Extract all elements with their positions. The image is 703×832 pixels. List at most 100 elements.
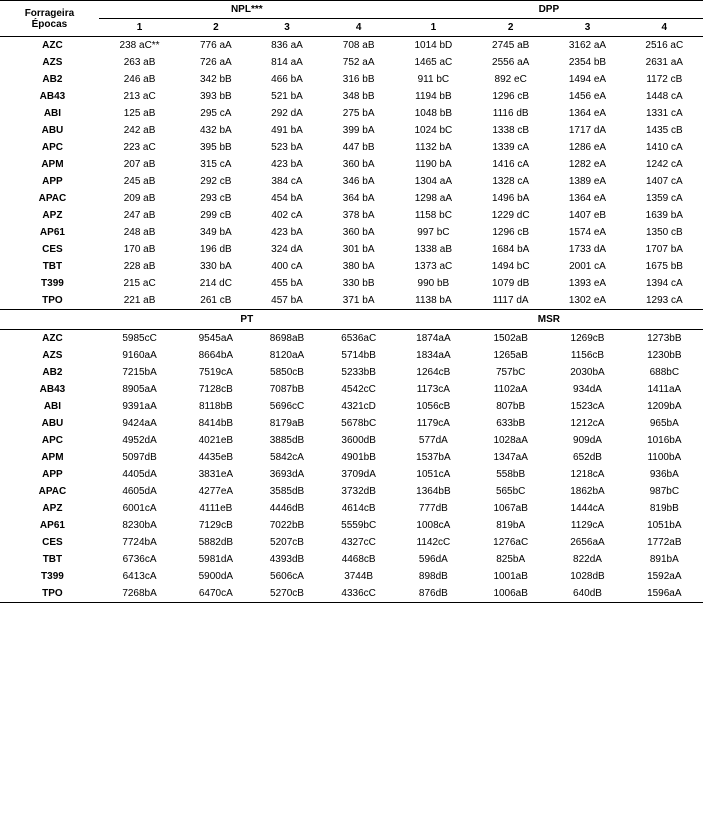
- cell-dpp: 1684 bA: [472, 241, 549, 258]
- cell-npl: 301 bA: [323, 241, 395, 258]
- row-label: ABU: [0, 122, 99, 139]
- cell-msr: 1347aA: [472, 449, 549, 466]
- cell-pt: 8230bA: [99, 517, 180, 534]
- cell-npl: 432 bA: [180, 122, 251, 139]
- row-label: AP61: [0, 224, 99, 241]
- cell-msr: 1051cA: [395, 466, 472, 483]
- cell-npl: 207 aB: [99, 156, 180, 173]
- cell-dpp: 1364 eA: [549, 190, 625, 207]
- cell-npl: 228 aB: [99, 258, 180, 275]
- row-label: APAC: [0, 483, 99, 500]
- cell-npl: 346 bA: [323, 173, 395, 190]
- cell-npl: 708 aB: [323, 37, 395, 55]
- cell-dpp: 1574 eA: [549, 224, 625, 241]
- cell-msr: 1265aB: [472, 347, 549, 364]
- cell-msr: 640dB: [549, 585, 625, 603]
- cell-npl: 348 bB: [323, 88, 395, 105]
- cell-dpp: 1298 aA: [395, 190, 472, 207]
- cell-pt: 8118bB: [180, 398, 251, 415]
- cell-npl: 342 bB: [180, 71, 251, 88]
- cell-msr: 577dA: [395, 432, 472, 449]
- cell-pt: 4952dA: [99, 432, 180, 449]
- cell-msr: 1016bA: [626, 432, 703, 449]
- cell-npl: 491 bA: [251, 122, 322, 139]
- table-row: CES170 aB196 dB324 dA301 bA1338 aB1684 b…: [0, 241, 703, 258]
- cell-msr: 1411aA: [626, 381, 703, 398]
- cell-npl: 293 cB: [180, 190, 251, 207]
- col-n4: 4: [323, 19, 395, 37]
- cell-npl: 455 bA: [251, 275, 322, 292]
- cell-pt: 8179aB: [251, 415, 322, 432]
- table-row: APM207 aB315 cA423 bA360 bA1190 bA1416 c…: [0, 156, 703, 173]
- cell-msr: 825bA: [472, 551, 549, 568]
- row-label: ABU: [0, 415, 99, 432]
- cell-dpp: 1158 bC: [395, 207, 472, 224]
- cell-dpp: 1024 bC: [395, 122, 472, 139]
- cell-msr: 633bB: [472, 415, 549, 432]
- cell-msr: 652dB: [549, 449, 625, 466]
- cell-dpp: 1282 eA: [549, 156, 625, 173]
- row-label: TBT: [0, 551, 99, 568]
- cell-npl: 246 aB: [99, 71, 180, 88]
- cell-msr: 1051bA: [626, 517, 703, 534]
- cell-msr: 1230bB: [626, 347, 703, 364]
- cell-dpp: 1138 bA: [395, 292, 472, 310]
- cell-msr: 1102aA: [472, 381, 549, 398]
- row-label: AZS: [0, 54, 99, 71]
- cell-npl: 371 bA: [323, 292, 395, 310]
- cell-npl: 209 aB: [99, 190, 180, 207]
- col-n1: 1: [99, 19, 180, 37]
- cell-pt: 6001cA: [99, 500, 180, 517]
- cell-pt: 5696cC: [251, 398, 322, 415]
- cell-dpp: 1435 cB: [626, 122, 703, 139]
- cell-npl: 295 cA: [180, 105, 251, 122]
- row-label: AB43: [0, 88, 99, 105]
- cell-pt: 4468cB: [323, 551, 395, 568]
- cell-dpp: 1304 aA: [395, 173, 472, 190]
- cell-pt: 9424aA: [99, 415, 180, 432]
- cell-npl: 330 bB: [323, 275, 395, 292]
- cell-dpp: 1733 dA: [549, 241, 625, 258]
- cell-dpp: 1389 eA: [549, 173, 625, 190]
- cell-pt: 4405dA: [99, 466, 180, 483]
- cell-msr: 1212cA: [549, 415, 625, 432]
- col-d3: 3: [549, 19, 625, 37]
- row-label: ABI: [0, 105, 99, 122]
- cell-npl: 215 aC: [99, 275, 180, 292]
- cell-pt: 4327cC: [323, 534, 395, 551]
- cell-msr: 1001aB: [472, 568, 549, 585]
- table-row: TBT228 aB330 bA400 cA380 bA1373 aC1494 b…: [0, 258, 703, 275]
- cell-pt: 3585dB: [251, 483, 322, 500]
- cell-pt: 5900dA: [180, 568, 251, 585]
- cell-dpp: 1116 dB: [472, 105, 549, 122]
- cell-pt: 3709dA: [323, 466, 395, 483]
- row-label: T399: [0, 275, 99, 292]
- cell-npl: 330 bA: [180, 258, 251, 275]
- cell-msr: 819bA: [472, 517, 549, 534]
- cell-dpp: 1296 cB: [472, 224, 549, 241]
- cell-pt: 4542cC: [323, 381, 395, 398]
- cell-dpp: 1172 cB: [626, 71, 703, 88]
- cell-pt: 5606cA: [251, 568, 322, 585]
- cell-dpp: 1014 bD: [395, 37, 472, 55]
- table-row: APP245 aB292 cB384 cA346 bA1304 aA1328 c…: [0, 173, 703, 190]
- cell-pt: 4336cC: [323, 585, 395, 603]
- table-row: T399215 aC214 dC455 bA330 bB990 bB1079 d…: [0, 275, 703, 292]
- cell-npl: 238 aC**: [99, 37, 180, 55]
- cell-msr: 965bA: [626, 415, 703, 432]
- cell-pt: 5985cC: [99, 330, 180, 348]
- cell-msr: 1874aA: [395, 330, 472, 348]
- cell-msr: 1100bA: [626, 449, 703, 466]
- cell-msr: 1006aB: [472, 585, 549, 603]
- cell-npl: 125 aB: [99, 105, 180, 122]
- cell-npl: 364 bA: [323, 190, 395, 207]
- cell-pt: 5882dB: [180, 534, 251, 551]
- cell-msr: 1218cA: [549, 466, 625, 483]
- cell-npl: 213 aC: [99, 88, 180, 105]
- header-forrageira: ForrageiraÉpocas: [0, 1, 99, 37]
- cell-dpp: 892 eC: [472, 71, 549, 88]
- cell-npl: 360 bA: [323, 156, 395, 173]
- cell-pt: 3831eA: [180, 466, 251, 483]
- table-row: ABU9424aA8414bB8179aB5678bC1179cA633bB12…: [0, 415, 703, 432]
- cell-npl: 402 cA: [251, 207, 322, 224]
